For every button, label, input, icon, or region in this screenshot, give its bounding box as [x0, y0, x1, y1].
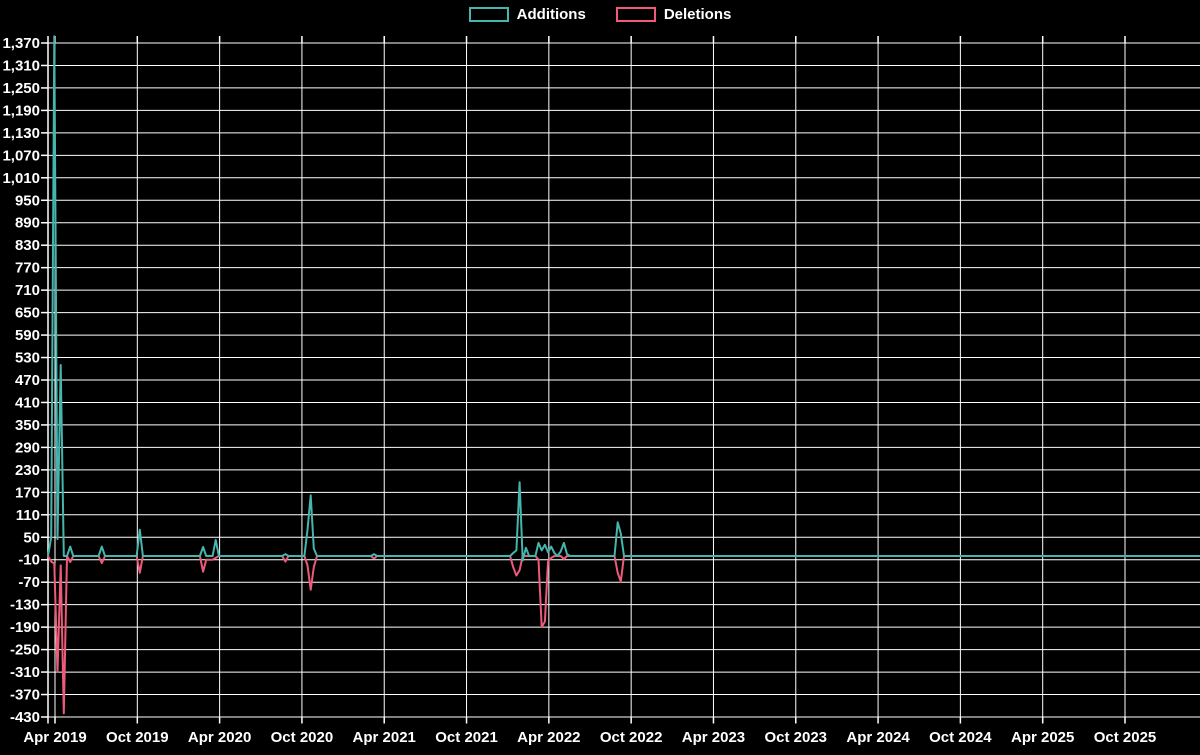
y-tick-label: 110 [16, 507, 40, 524]
additions-line [47, 35, 1200, 562]
y-tick-label: 350 [15, 417, 40, 434]
y-tick-label: 590 [15, 327, 40, 344]
y-tick-label: 1,010 [2, 170, 40, 187]
x-tick-label: Apr 2022 [517, 729, 580, 746]
x-tick-label: Oct 2020 [271, 729, 334, 746]
y-tick-label: -370 [10, 687, 40, 704]
y-tick-label: -190 [10, 619, 40, 636]
legend-label: Additions [516, 6, 586, 23]
x-tick-label: Apr 2025 [1011, 729, 1074, 746]
y-tick-label: 830 [15, 237, 40, 254]
y-tick-label: -310 [10, 664, 40, 681]
chart-legend: Additions Deletions [0, 6, 1200, 23]
x-tick-label: Oct 2019 [106, 729, 169, 746]
x-tick-label: Oct 2021 [435, 729, 498, 746]
y-tick-label: 1,250 [2, 80, 40, 97]
x-tick-label: Apr 2019 [23, 729, 86, 746]
x-tick-label: Apr 2020 [188, 729, 251, 746]
y-tick-label: 470 [15, 372, 40, 389]
y-tick-label: 1,370 [2, 35, 40, 52]
y-tick-label: 950 [15, 192, 40, 209]
y-tick-label: 890 [15, 215, 40, 232]
y-tick-label: -250 [10, 642, 40, 659]
y-tick-label: -130 [10, 597, 40, 614]
y-tick-label: 230 [15, 462, 40, 479]
y-tick-label: 650 [15, 305, 40, 322]
y-tick-label: 770 [15, 260, 40, 277]
x-tick-label: Oct 2025 [1094, 729, 1157, 746]
y-tick-label: 1,310 [2, 57, 40, 74]
x-tick-label: Oct 2023 [764, 729, 827, 746]
legend-item-additions: Additions [468, 6, 586, 23]
y-tick-label: 290 [15, 439, 40, 456]
y-tick-label: 530 [15, 350, 40, 367]
legend-swatch-icon [615, 7, 656, 22]
legend-swatch-icon [468, 7, 509, 22]
x-tick-label: Apr 2021 [353, 729, 416, 746]
y-tick-label: 410 [15, 394, 40, 411]
y-tick-label: 1,070 [2, 147, 40, 164]
x-tick-label: Oct 2022 [600, 729, 663, 746]
y-tick-label: 710 [15, 282, 40, 299]
x-tick-label: Apr 2023 [682, 729, 745, 746]
y-tick-label: 1,190 [2, 102, 40, 119]
x-tick-label: Apr 2024 [846, 729, 910, 746]
x-tick-label: Oct 2024 [929, 729, 992, 746]
y-tick-label: -70 [18, 574, 40, 591]
legend-label: Deletions [663, 6, 732, 23]
y-tick-label: -430 [10, 709, 40, 726]
legend-item-deletions: Deletions [615, 6, 732, 23]
y-tick-label: 1,130 [2, 125, 40, 142]
y-tick-label: -10 [18, 552, 40, 569]
y-tick-label: 170 [15, 484, 40, 501]
deletions-line [47, 555, 1200, 715]
y-tick-label: 50 [23, 529, 40, 546]
